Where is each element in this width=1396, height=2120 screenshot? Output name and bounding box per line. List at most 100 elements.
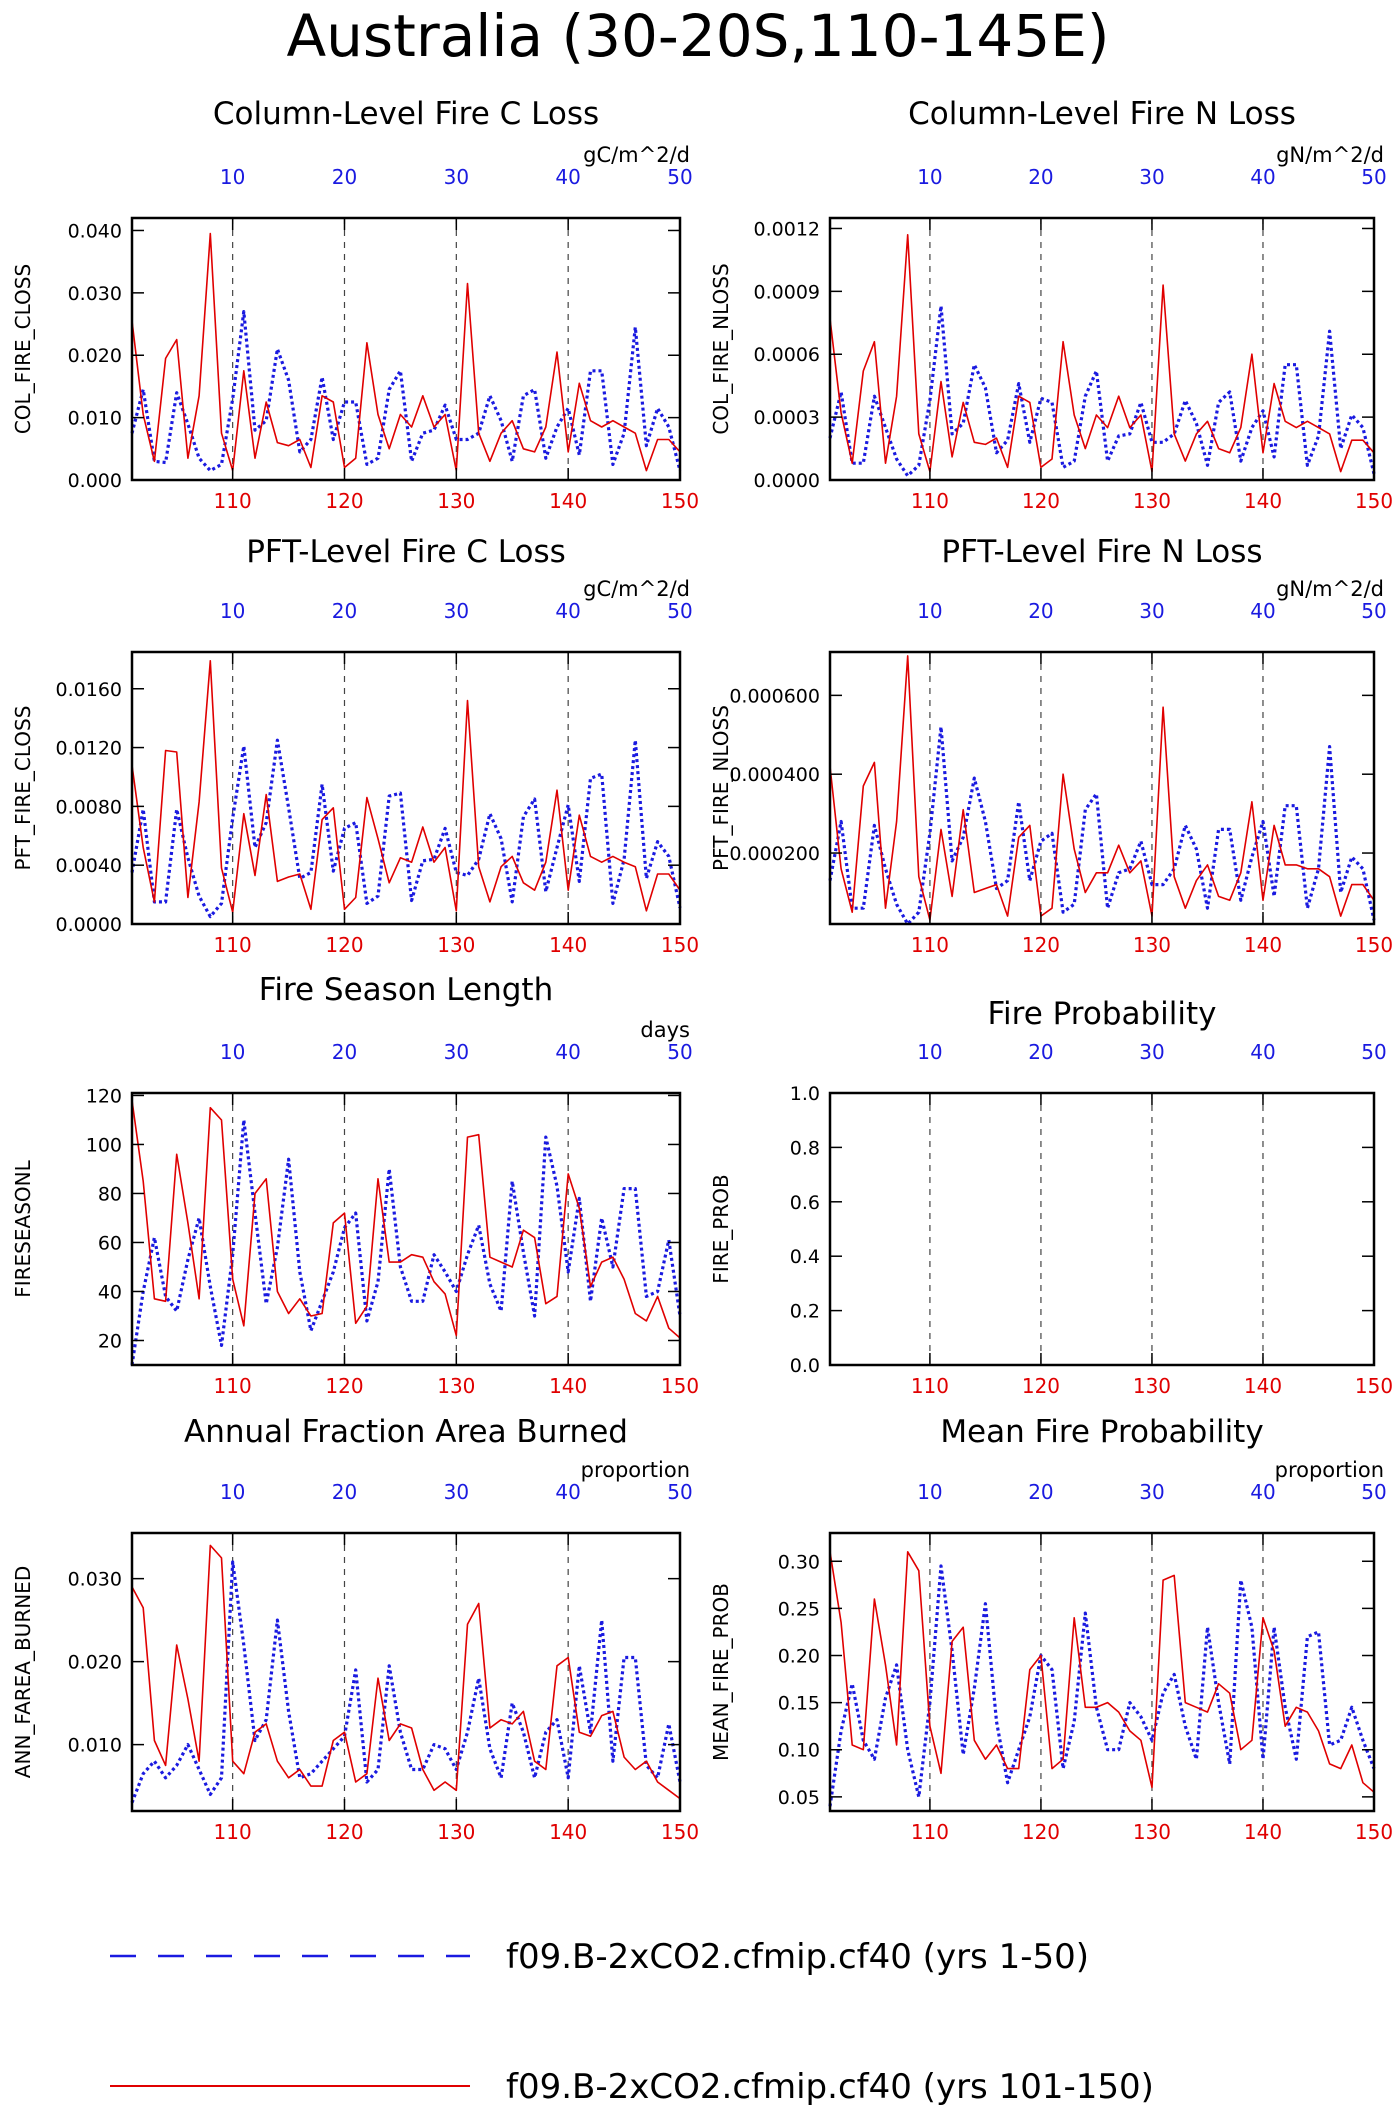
unit-label: gN/m^2/d (1276, 143, 1384, 167)
x-tick-label-bottom: 120 (1022, 489, 1060, 513)
x-tick-label-top: 10 (917, 599, 942, 623)
x-tick-label-bottom: 150 (661, 1820, 699, 1844)
x-tick-label-top: 50 (1361, 1040, 1386, 1064)
x-tick-label-top: 30 (1139, 165, 1164, 189)
x-tick-label-top: 50 (1361, 1480, 1386, 1504)
y-tick-label: 0.010 (68, 408, 122, 430)
y-tick-label: 0.20 (778, 1646, 820, 1668)
plot-frame (828, 650, 1376, 926)
x-tick-label-bottom: 110 (911, 489, 949, 513)
x-tick-label-top: 10 (917, 1480, 942, 1504)
x-tick-label-bottom: 130 (1133, 1374, 1171, 1398)
y-tick-label: 0.000200 (729, 843, 820, 865)
y-tick-label: 0.010 (68, 1735, 122, 1757)
x-tick-label-top: 40 (1250, 165, 1275, 189)
y-tick-label: 0.040 (68, 220, 122, 242)
x-tick-label-bottom: 130 (437, 933, 475, 957)
x-tick-label-top: 40 (1250, 1480, 1275, 1504)
x-tick-label-top: 20 (1028, 1480, 1053, 1504)
y-tick-label: 0.6 (790, 1192, 820, 1214)
y-axis-label: MEAN_FIRE_PROB (709, 1583, 733, 1761)
series-line-yrs-101-150 (131, 1100, 681, 1339)
x-tick-label-top: 40 (1250, 1040, 1275, 1064)
y-tick-label: 0.0000 (754, 470, 820, 492)
x-tick-label-top: 40 (555, 599, 580, 623)
series-line-yrs-101-150 (131, 659, 681, 914)
y-tick-label: 0.030 (68, 1569, 122, 1591)
x-tick-label-bottom: 130 (1133, 489, 1171, 513)
y-tick-label: 0.0000 (56, 914, 122, 936)
x-tick-label-top: 50 (667, 1040, 692, 1064)
y-tick-label: 0.15 (778, 1693, 820, 1715)
x-tick-label-top: 40 (555, 1040, 580, 1064)
y-axis-label: ANN_FAREA_BURNED (11, 1566, 35, 1778)
series-line-yrs-101-150 (829, 655, 1375, 921)
y-tick-label: 0.030 (68, 283, 122, 305)
chart-panel-8: Mean Fire Probability 0.05 0.10 0.15 0.20 0.2… (709, 1414, 1393, 1844)
figure-title: Australia (30-20S,110-145E) (286, 2, 1109, 70)
chart-panel-4: PFT-Level Fire N Loss 0.000200 0.000400 0.0… (709, 534, 1393, 957)
legend-label-series-b: f09.B-2xCO2.cfmip.cf40 (yrs 101-150) (506, 2067, 1154, 2107)
panel-title: Column-Level Fire N Loss (908, 96, 1296, 132)
x-tick-label-top: 10 (220, 599, 245, 623)
y-tick-label: 60 (98, 1232, 122, 1254)
series-line-yrs-101-150 (829, 234, 1375, 473)
x-tick-label-bottom: 150 (1355, 489, 1393, 513)
x-tick-label-bottom: 110 (214, 489, 252, 513)
panel-title: Column-Level Fire C Loss (213, 96, 599, 132)
x-tick-label-bottom: 130 (1133, 1820, 1171, 1844)
y-tick-label: 0.0009 (754, 281, 820, 303)
x-tick-label-bottom: 140 (1244, 489, 1282, 513)
plot-frame (828, 1531, 1376, 1813)
x-tick-label-top: 30 (444, 1040, 469, 1064)
y-tick-label: 0.0080 (56, 796, 122, 818)
series-line-yrs-1-50 (828, 1564, 1376, 1807)
series-line-yrs-1-50 (130, 1118, 682, 1366)
x-tick-label-top: 10 (917, 1040, 942, 1064)
x-tick-label-bottom: 150 (1355, 933, 1393, 957)
legend: f09.B-2xCO2.cfmip.cf40 (yrs 1-50) f09.B-… (110, 1937, 1154, 2107)
x-tick-label-bottom: 150 (1355, 1374, 1393, 1398)
chart-panel-6: Fire Probability 0.0 0.2 0.4 0.6 0.8 1.0 110 120… (709, 996, 1393, 1398)
x-tick-label-bottom: 110 (214, 933, 252, 957)
x-tick-label-bottom: 110 (214, 1374, 252, 1398)
x-tick-label-top: 10 (220, 1480, 245, 1504)
y-tick-label: 0.8 (790, 1137, 820, 1159)
y-tick-label: 0.4 (790, 1246, 820, 1268)
x-tick-label-bottom: 140 (549, 489, 587, 513)
x-tick-label-bottom: 110 (214, 1820, 252, 1844)
chart-panel-1: Column-Level Fire C Loss 0.000 0.010 0.020 0… (11, 96, 699, 513)
x-tick-label-bottom: 120 (1022, 933, 1060, 957)
x-tick-label-top: 30 (1139, 599, 1164, 623)
panel-title: Mean Fire Probability (940, 1414, 1263, 1450)
x-tick-label-top: 20 (332, 165, 357, 189)
x-tick-label-top: 30 (444, 599, 469, 623)
legend-label-series-a: f09.B-2xCO2.cfmip.cf40 (yrs 1-50) (506, 1937, 1089, 1977)
x-tick-label-top: 50 (667, 165, 692, 189)
series-line-yrs-1-50 (130, 1560, 682, 1804)
x-tick-label-bottom: 110 (911, 1820, 949, 1844)
y-axis-label: COL_FIRE_NLOSS (709, 263, 733, 434)
unit-label: gN/m^2/d (1276, 577, 1384, 601)
chart-panel-2: Column-Level Fire N Loss 0.0000 0.0003 0.00… (709, 96, 1393, 513)
x-tick-label-top: 30 (1139, 1040, 1164, 1064)
x-tick-label-top: 10 (220, 1040, 245, 1064)
y-axis-label: FIRE_PROB (709, 1174, 733, 1283)
x-tick-label-bottom: 120 (325, 933, 363, 957)
y-tick-label: 0.05 (778, 1787, 820, 1809)
y-tick-label: 1.0 (790, 1083, 820, 1105)
x-tick-label-bottom: 130 (437, 489, 475, 513)
unit-label: days (640, 1018, 690, 1042)
x-tick-label-top: 50 (667, 1480, 692, 1504)
y-tick-label: 0.10 (778, 1740, 820, 1762)
plot-frame (828, 1091, 1376, 1367)
y-tick-label: 0.000600 (729, 685, 820, 707)
plot-frame (130, 1531, 682, 1813)
y-tick-label: 0.0006 (754, 344, 820, 366)
y-tick-label: 80 (98, 1183, 122, 1205)
x-tick-label-bottom: 150 (661, 933, 699, 957)
y-tick-label: 0.0003 (754, 407, 820, 429)
x-tick-label-top: 20 (332, 1480, 357, 1504)
x-tick-label-top: 50 (667, 599, 692, 623)
y-tick-label: 0.020 (68, 345, 122, 367)
